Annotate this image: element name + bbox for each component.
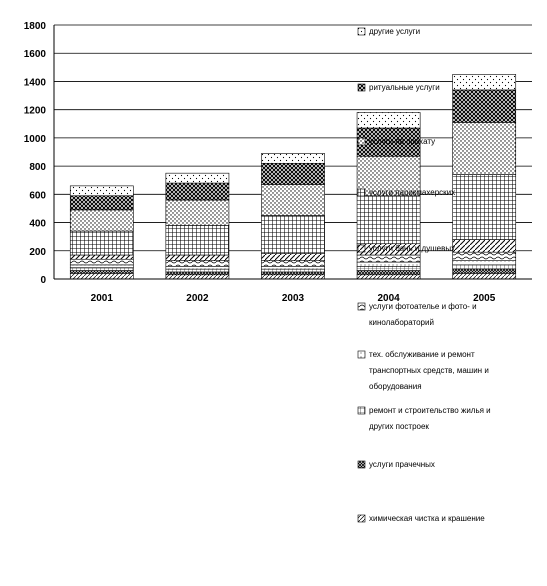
bar-segment (261, 274, 325, 280)
y-tick-label: 800 (29, 162, 46, 173)
bar-segment (165, 182, 230, 201)
bar-segment (356, 112, 421, 129)
bar-segment (356, 265, 421, 271)
bar-segment (69, 270, 134, 274)
bar-segment (356, 261, 421, 267)
bar-segment (69, 258, 134, 266)
legend-swatch (357, 83, 366, 92)
bar-segment (452, 251, 517, 261)
legend-swatch (357, 137, 366, 146)
legend-label: другие услуги (369, 27, 420, 36)
bar-segment (69, 195, 134, 211)
bar-segment (165, 268, 230, 273)
bar-segment (356, 195, 421, 245)
bar-segment (452, 264, 517, 270)
bar-segment (452, 260, 517, 266)
bar-segment (165, 225, 230, 256)
legend-swatch (357, 244, 366, 253)
bar-segment (356, 274, 421, 280)
bars (69, 74, 517, 280)
legend-swatch (357, 302, 366, 311)
legend-swatch (357, 460, 366, 469)
bar-segment (261, 271, 325, 276)
y-tick-label: 600 (29, 190, 46, 201)
bar-segment (69, 254, 134, 260)
legend-label: услуги по прокату (369, 137, 435, 146)
gridlines (54, 24, 532, 252)
bar-segment (452, 174, 517, 240)
bar-segment (356, 155, 421, 197)
bar-segment (261, 265, 325, 270)
y-tick-label: 1400 (24, 77, 47, 88)
bar-segment (261, 253, 325, 261)
bar-segment (261, 215, 325, 254)
bar-segment (165, 271, 230, 276)
y-tick-label: 1800 (24, 21, 47, 32)
bar-segment (452, 122, 517, 175)
bar-segment (165, 260, 230, 267)
bar-segment (452, 89, 517, 123)
x-tick-label: 2004 (377, 293, 400, 304)
bar-segment (356, 127, 421, 157)
x-tick-label: 2005 (473, 293, 496, 304)
bar-segment (452, 273, 517, 280)
y-tick-label: 0 (40, 275, 46, 286)
legend: другие услуги ритуальные услуги услуги по … (357, 27, 491, 523)
bar-segment (452, 74, 517, 91)
y-tick-label: 400 (29, 219, 46, 230)
bar-segment (356, 254, 421, 263)
bar-segment (69, 230, 134, 256)
bar-segment (356, 270, 421, 276)
x-tick-label: 2001 (91, 293, 114, 304)
bar-segment (452, 268, 517, 274)
y-tick-label: 200 (29, 247, 46, 258)
x-tick-label: 2002 (186, 293, 209, 304)
legend-swatch (357, 514, 366, 523)
y-tick-label: 1000 (24, 134, 47, 145)
bar-segment (261, 153, 325, 164)
legend-swatch (357, 188, 366, 197)
legend-label: тех. обслуживание и ремонт транспортных с… (369, 350, 489, 391)
legend-label: услуги фотоателье и фото- и кинолаборатор… (369, 302, 477, 327)
bar-segment (261, 162, 325, 185)
legend-label: услуги парикмахерских (369, 188, 455, 197)
bar-segment (69, 273, 134, 280)
bar-segment (69, 264, 134, 269)
bar-segment (165, 265, 230, 270)
bar-segment (452, 239, 517, 253)
bar-segment (165, 172, 230, 184)
bar-segment (69, 267, 134, 271)
legend-label: ремонт и строительство жилья и других пос… (369, 406, 491, 431)
bar-segment (165, 199, 230, 226)
legend-label: услуги бань и душевых (369, 244, 455, 253)
legend-label: услуги прачечных (369, 460, 435, 469)
bar-segment (165, 274, 230, 280)
legend-swatch (357, 406, 366, 415)
y-tick-label: 1200 (24, 106, 47, 117)
legend-swatch (357, 350, 366, 359)
bar-segment (69, 185, 134, 197)
bar-segment (69, 209, 134, 232)
bar-segment (165, 254, 230, 261)
y-tick-label: 1600 (24, 49, 47, 60)
bar-segment (261, 260, 325, 267)
legend-label: ритуальные услуги (369, 83, 440, 92)
legend-label: химическая чистка и крашение (369, 514, 485, 523)
bar-segment (261, 268, 325, 273)
bar-segment (261, 184, 325, 216)
axes: 0 200 400 600 800 1000 1200 1400 1600 1800 2001 200… (24, 21, 532, 304)
legend-swatch (357, 27, 366, 36)
x-tick-label: 2003 (282, 293, 305, 304)
